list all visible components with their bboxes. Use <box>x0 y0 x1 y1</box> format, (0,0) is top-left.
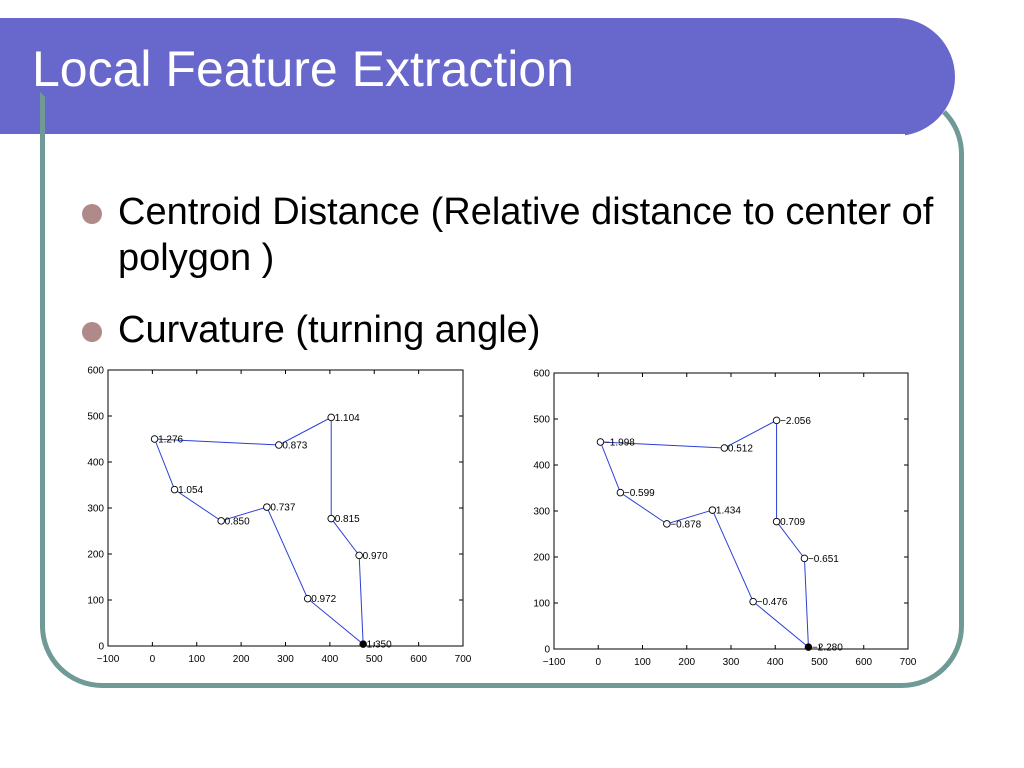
y-tick-label: 300 <box>533 507 550 518</box>
vertex-label: −0.599 <box>624 488 655 499</box>
title-underline <box>0 134 905 144</box>
bullet-text: Centroid Distance (Relative distance to … <box>118 191 934 279</box>
vertex-marker <box>772 517 781 526</box>
x-tick-label: 400 <box>322 654 339 665</box>
x-tick-label: 700 <box>900 657 917 668</box>
vertex-marker <box>327 514 335 523</box>
vertex-marker <box>170 485 179 494</box>
vertex-label: 0.815 <box>335 514 360 525</box>
vertex-marker <box>355 551 363 560</box>
y-tick-label: 0 <box>544 645 550 656</box>
x-tick-label: 0 <box>595 657 601 668</box>
vertex-label: −2.056 <box>780 416 811 427</box>
vertex-label: 0.709 <box>780 517 805 528</box>
vertex-label: 1.276 <box>158 435 183 446</box>
polygon-outline <box>599 419 809 649</box>
y-tick-label: 600 <box>533 369 550 380</box>
y-tick-label: 400 <box>87 458 104 469</box>
vertex-marker <box>804 643 813 651</box>
vertex-label: 0.873 <box>282 440 307 451</box>
vertex-label: 0.970 <box>363 551 388 562</box>
y-tick-label: 200 <box>87 550 104 561</box>
x-tick-label: −100 <box>543 657 566 668</box>
x-tick-label: −100 <box>97 654 120 665</box>
x-tick-label: 700 <box>455 654 472 665</box>
vertex-label: 1.054 <box>178 485 203 496</box>
y-tick-label: 400 <box>533 461 550 472</box>
curvature-plot: −100 0 100 200 300 400 500 600 70001002003004005… <box>533 369 917 669</box>
x-tick-label: 200 <box>678 657 695 668</box>
vertex-label: −2.280 <box>812 643 843 654</box>
x-tick-label: 300 <box>277 654 294 665</box>
vertex-label: −0.878 <box>670 519 701 530</box>
vertex-label: 0.512 <box>728 443 753 454</box>
x-tick-label: 400 <box>767 657 784 668</box>
bullet-text: Curvature (turning angle) <box>118 309 541 351</box>
x-tick-label: 100 <box>634 657 651 668</box>
vertex-marker <box>720 444 729 452</box>
vertex-marker <box>359 640 367 648</box>
polygon-outline <box>154 416 364 646</box>
x-tick-label: 600 <box>410 654 427 665</box>
centroid-distance-plot: −100 0 100 200 300 400 500 600 70001002003004005… <box>87 366 472 666</box>
y-tick-label: 600 <box>87 366 104 377</box>
x-tick-label: 300 <box>723 657 740 668</box>
vertex-marker <box>150 435 159 443</box>
x-tick-label: 200 <box>233 654 250 665</box>
vertex-marker <box>303 594 312 603</box>
vertex-label: 0.850 <box>225 516 250 527</box>
vertex-label: 1.350 <box>367 640 392 651</box>
vertex-marker <box>772 416 781 425</box>
vertex-label: −0.476 <box>757 597 788 608</box>
content-frame <box>40 92 964 688</box>
vertex-marker <box>217 517 225 525</box>
y-tick-label: 500 <box>87 412 104 423</box>
vertex-marker <box>596 438 605 446</box>
vertex-marker <box>708 506 717 514</box>
y-tick-label: 300 <box>87 504 104 515</box>
vertex-marker <box>749 597 757 606</box>
vertex-marker <box>327 413 335 422</box>
y-tick-label: 100 <box>87 596 104 607</box>
vertex-label: 0.972 <box>311 594 336 605</box>
vertex-label: 1.104 <box>335 413 360 424</box>
bullet-dot-icon <box>82 322 102 342</box>
vertex-marker <box>800 554 809 563</box>
x-tick-label: 0 <box>150 654 156 665</box>
x-tick-label: 500 <box>366 654 383 665</box>
vertex-label: 0.737 <box>270 503 295 514</box>
x-tick-label: 600 <box>855 657 872 668</box>
vertex-label: −1.998 <box>604 438 635 449</box>
vertex-label: −0.651 <box>808 554 839 565</box>
vertex-label: 1.434 <box>716 506 741 517</box>
vertex-marker <box>663 520 671 528</box>
title-bar <box>0 18 955 136</box>
x-tick-label: 500 <box>811 657 828 668</box>
y-tick-label: 500 <box>533 415 550 426</box>
x-tick-label: 100 <box>188 654 205 665</box>
y-tick-label: 0 <box>98 642 104 653</box>
slide-title: Local Feature Extraction <box>32 41 574 97</box>
y-tick-label: 200 <box>533 553 550 564</box>
vertex-marker <box>263 503 271 511</box>
bullet-dot-icon <box>82 204 102 224</box>
vertex-marker <box>275 441 283 449</box>
vertex-marker <box>616 488 625 497</box>
y-tick-label: 100 <box>533 599 550 610</box>
